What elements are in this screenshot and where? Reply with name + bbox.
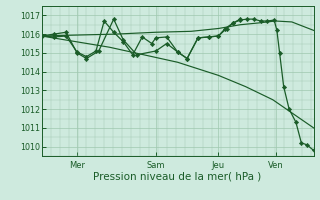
X-axis label: Pression niveau de la mer( hPa ): Pression niveau de la mer( hPa ) [93,171,262,181]
